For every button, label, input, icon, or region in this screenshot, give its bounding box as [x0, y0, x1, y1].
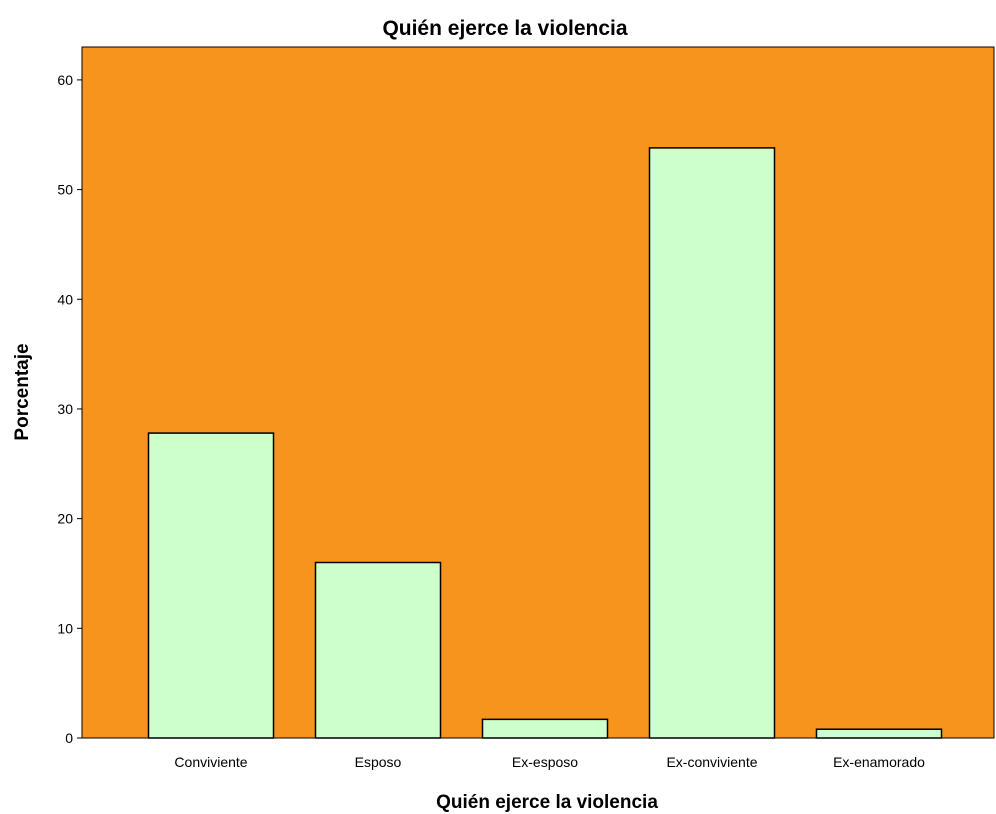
y-tick-label: 50 [57, 182, 73, 198]
x-tick-label: Ex-conviviente [666, 754, 757, 770]
y-tick-label: 30 [57, 401, 73, 417]
x-axis-title: Quién ejerce la violencia [436, 792, 658, 813]
y-tick-label: 0 [65, 730, 73, 746]
y-tick-label: 10 [57, 620, 73, 636]
y-axis: 0 10 20 30 40 50 60 [57, 47, 83, 746]
bar-3 [648, 147, 776, 739]
chart-title: Quién ejerce la violencia [382, 17, 627, 40]
x-axis: Conviviente Esposo Ex-esposo Ex-conviviente… [82, 737, 994, 770]
x-tick-label: Esposo [355, 754, 402, 770]
bar-1 [314, 561, 442, 739]
bar-4 [815, 728, 943, 739]
x-tick-label: Conviviente [174, 754, 247, 770]
x-tick-label: Ex-enamorado [833, 754, 925, 770]
y-tick-label: 40 [57, 291, 73, 307]
y-tick-label: 60 [57, 72, 73, 88]
bar-2 [481, 718, 609, 739]
y-axis-title: Porcentaje [12, 343, 33, 440]
bars-group [147, 147, 943, 739]
bar-0 [147, 432, 275, 739]
y-tick-label: 20 [57, 511, 73, 527]
x-tick-label: Ex-esposo [512, 754, 578, 770]
